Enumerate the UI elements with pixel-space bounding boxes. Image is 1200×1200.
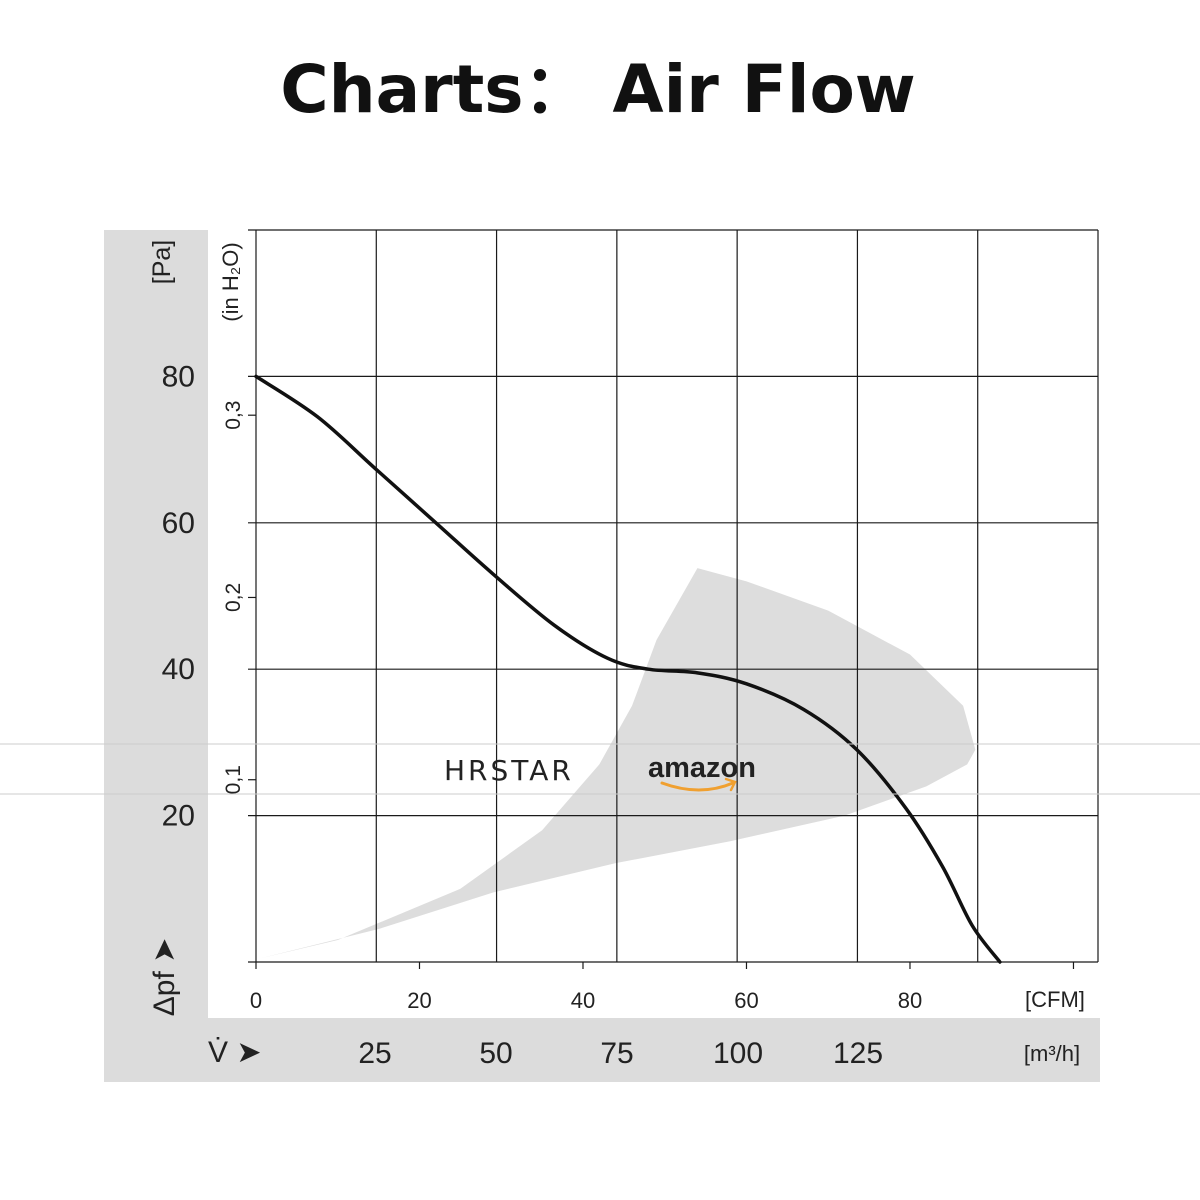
x-secondary-unit-label: [m³/h]	[1024, 1041, 1080, 1066]
y-secondary-tick-label: 0,1	[222, 765, 245, 794]
x-secondary-tick-label: 125	[833, 1037, 883, 1070]
operating-range-area	[260, 568, 976, 959]
y-axis-symbol: Δpf ➤	[148, 938, 181, 1017]
amazon-logo: amazon	[648, 752, 756, 784]
x-secondary-tick-label: 100	[713, 1037, 763, 1070]
x-tick-label: 0	[250, 988, 262, 1013]
x-axis-symbol: V̇ ➤	[208, 1036, 261, 1069]
y-tick-label: 80	[162, 360, 195, 393]
y-tick-label: 40	[162, 653, 195, 686]
y-secondary-tick-label: 0,2	[222, 583, 245, 612]
y-secondary-unit-label: (in H₂O)	[218, 242, 243, 321]
brand-watermark: HRSTAR	[444, 754, 574, 787]
amazon-smile-icon	[660, 781, 735, 792]
grid	[248, 229, 1099, 969]
x-tick-label: 20	[407, 988, 431, 1013]
x-secondary-tick-labels: 25 50 75 100 125	[358, 1037, 883, 1070]
y-unit-label: [Pa]	[148, 240, 176, 284]
x-tick-label: 60	[734, 988, 758, 1013]
y-secondary-tick-label: 0,3	[222, 401, 245, 430]
x-tick-labels: 0 20 40 60 80	[250, 988, 922, 1013]
x-secondary-tick-label: 25	[358, 1037, 391, 1070]
watermark: HRSTAR amazon	[0, 743, 1200, 795]
x-secondary-tick-label: 50	[479, 1037, 512, 1070]
air-flow-curve	[254, 374, 1002, 964]
y-tick-label: 60	[162, 507, 195, 540]
x-axis-band	[104, 1018, 1100, 1082]
y-axis-band	[104, 230, 208, 1082]
y-secondary-tick-labels: 0,1 0,2 0,3	[222, 401, 245, 795]
y-tick-labels: 20 40 60 80	[162, 360, 195, 832]
x-unit-label: [CFM]	[1025, 987, 1085, 1012]
y-tick-label: 20	[162, 800, 195, 833]
amazon-arrow-icon	[724, 777, 737, 792]
x-tick-label: 40	[571, 988, 595, 1013]
chart-title: Charts： Air Flow	[280, 51, 916, 128]
x-tick-label: 80	[898, 988, 922, 1013]
x-secondary-tick-label: 75	[600, 1037, 633, 1070]
secondary-y-ticks	[248, 414, 256, 781]
